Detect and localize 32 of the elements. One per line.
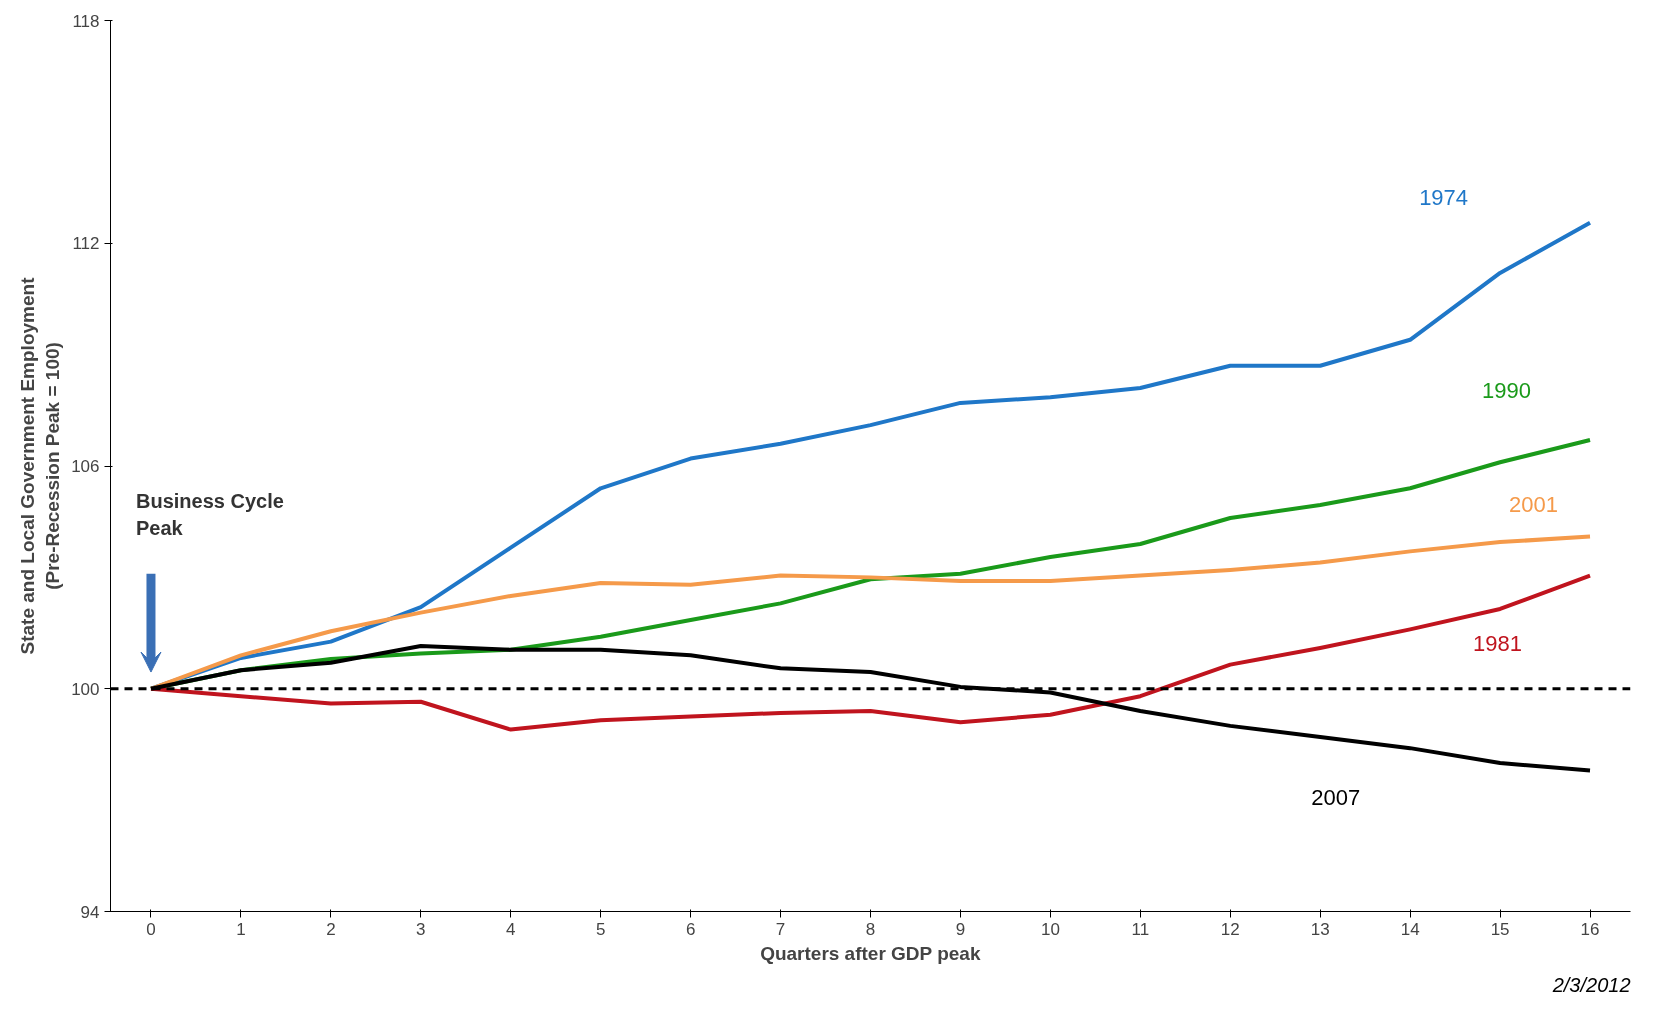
x-tick-label: 10	[1040, 919, 1060, 939]
x-tick-label: 14	[1400, 919, 1420, 939]
x-tick-label: 3	[416, 919, 426, 939]
series-label: 2001	[1509, 491, 1559, 517]
text: 1990	[1482, 378, 1532, 404]
x-tick-label: 9	[955, 919, 966, 939]
x-tick-label: 2	[326, 919, 336, 939]
series-label: 2007	[1311, 785, 1361, 811]
series-label: 1981	[1473, 630, 1523, 656]
x-tick-label: 5	[595, 919, 606, 939]
x-tick-label: 4	[506, 919, 516, 939]
x-tick-label: 12	[1220, 919, 1240, 939]
x-tick-label: 13	[1310, 919, 1330, 939]
x-tick-label: 7	[775, 919, 786, 939]
x-tick-label: 8	[865, 919, 876, 939]
x-tick-label: 15	[1490, 919, 1510, 939]
y-tick-label: 100	[71, 679, 100, 699]
y-tick-label: 106	[71, 457, 100, 476]
line-series	[148, 534, 1593, 691]
y-tick-label: 118	[72, 11, 100, 31]
x-axis-title: Quarters after GDP peak	[760, 942, 981, 964]
x-tick-label: 0	[146, 919, 156, 939]
x-tick-label: 6	[685, 919, 696, 939]
x-tick-label: 11	[1131, 919, 1150, 939]
y-tick-label: 112	[72, 234, 100, 254]
y-axis-title: State and Local Government Employment (Pre-Recession Peak = 100)	[16, 276, 64, 655]
text: 1974	[1419, 184, 1469, 210]
x-tick-label: 1	[236, 919, 246, 939]
x-tick-label: 16	[1580, 919, 1600, 939]
y-tick-label: 94	[80, 902, 100, 922]
annotation: Business Cycle Peak	[135, 490, 284, 539]
text: 2/3/2012	[1551, 973, 1631, 996]
